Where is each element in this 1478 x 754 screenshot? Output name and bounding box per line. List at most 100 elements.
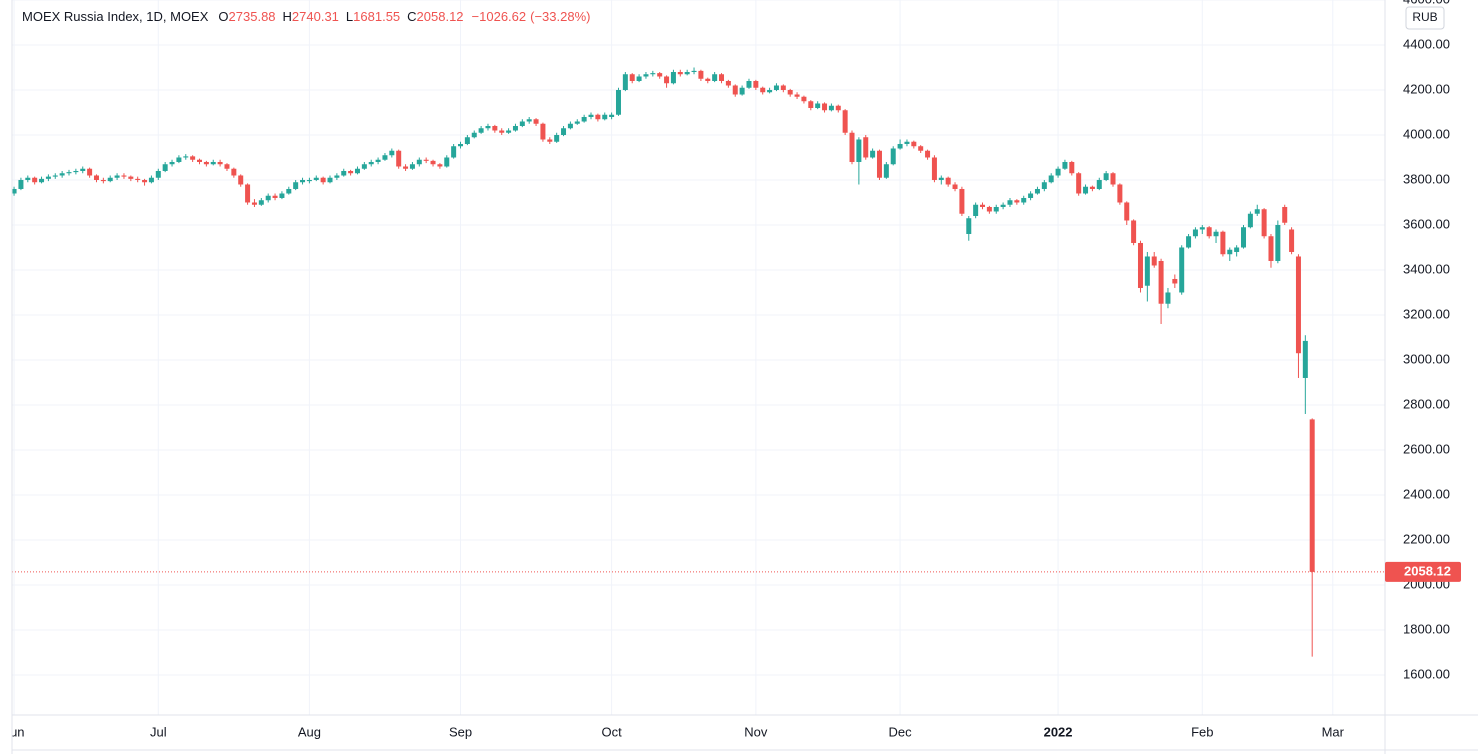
candle-body [478,128,484,133]
candle-body [1034,188,1040,194]
x-tick-label: Feb [1191,724,1213,739]
candle-body [808,101,814,108]
candle-body [828,105,834,111]
candle-body [258,200,264,205]
candle-body [348,170,354,174]
candle-body [1186,236,1192,248]
candle-body [238,175,244,185]
candle-body [615,89,621,115]
candle-body [1103,173,1109,180]
candle-body [780,85,786,90]
y-tick-label: 2800.00 [1403,396,1450,411]
candle-body [73,170,79,173]
candle-body [25,177,31,180]
candle-body [1062,161,1068,169]
candle-body [375,159,381,162]
ohlc-key: O [218,9,228,24]
candle-body [265,195,271,201]
currency-box[interactable] [1405,6,1445,30]
y-tick-label: 2400.00 [1403,486,1450,501]
candle-body [1199,227,1205,230]
candle-body [279,193,285,198]
candle-body [464,137,470,144]
y-tick-label: 2600.00 [1403,441,1450,456]
candle-body [1055,168,1061,176]
candle-body [334,175,340,178]
x-tick-label: Oct [601,724,622,739]
candle-body [121,175,127,177]
candle-body [966,218,972,234]
candle-body [876,150,882,178]
x-axis-labels: Jun Jul Aug Sep Oct Nov Dec 2022 Feb Mar [4,724,1345,739]
title: MOEX Russia Index, 1D, MOEX [22,9,209,24]
candle-body [1206,227,1212,237]
y-tick-label: 2200.00 [1403,531,1450,546]
candle-body [677,71,683,75]
y-tick-label: 4600.00 [1403,0,1450,6]
candle-body [1295,256,1301,354]
candle-body [567,123,573,129]
candle-body [396,150,402,167]
candle-body [945,177,951,185]
candle-body [368,161,374,165]
candle-body [650,73,656,75]
last-price-box [1385,561,1461,582]
candle-body [746,80,752,88]
candle-body [698,70,704,79]
candle-body [691,70,697,72]
y-tick-label: 3800.00 [1403,171,1450,186]
candle-body [224,164,230,169]
candle-body [712,74,718,81]
candle-body [931,157,937,180]
candle-body [1076,173,1082,194]
candle-body [176,157,182,162]
candle-body [739,87,745,95]
candle-body [732,85,738,95]
candle-body [471,132,477,138]
candle-body [210,161,216,165]
candle-body [1110,173,1116,185]
candle-body [451,146,457,158]
candle-body [753,80,759,88]
candle-body [911,141,917,147]
candle-body [169,161,175,165]
candle-body [1268,236,1274,261]
y-tick-label: 4000.00 [1403,126,1450,141]
candle-body [444,157,450,167]
candle-body [1069,161,1075,174]
candle-body [251,202,257,205]
candle-body [382,155,388,160]
candle-body [1117,184,1123,203]
candle-body [18,179,24,189]
candle-body [1282,206,1288,223]
candle-body [32,177,38,183]
candle-body [1227,249,1233,255]
candle-body [1124,202,1130,221]
y-tick-label: 1800.00 [1403,621,1450,636]
candle-body [66,172,72,174]
x-tick-label: Jun [4,724,25,739]
candle-body [664,76,670,84]
candle-body [670,71,676,84]
candle-body [389,150,395,156]
candle-body [80,168,86,171]
candle-body [547,139,553,142]
candle-body [354,168,360,174]
candle-body [1254,209,1260,214]
ohlc-value: 1681.55 [353,9,400,24]
candle-body [794,94,800,97]
ohlc-value: 2735.88 [229,9,276,24]
candle-body [245,184,251,203]
candle-body [925,150,931,158]
candle-body [492,125,498,131]
candle-body [657,73,663,77]
x-tick-label: Mar [1322,724,1345,739]
candle-body [643,74,649,77]
candle-body [1179,247,1185,293]
candle-body [1302,340,1308,378]
candle-body [863,137,869,158]
candle-body [526,119,532,122]
